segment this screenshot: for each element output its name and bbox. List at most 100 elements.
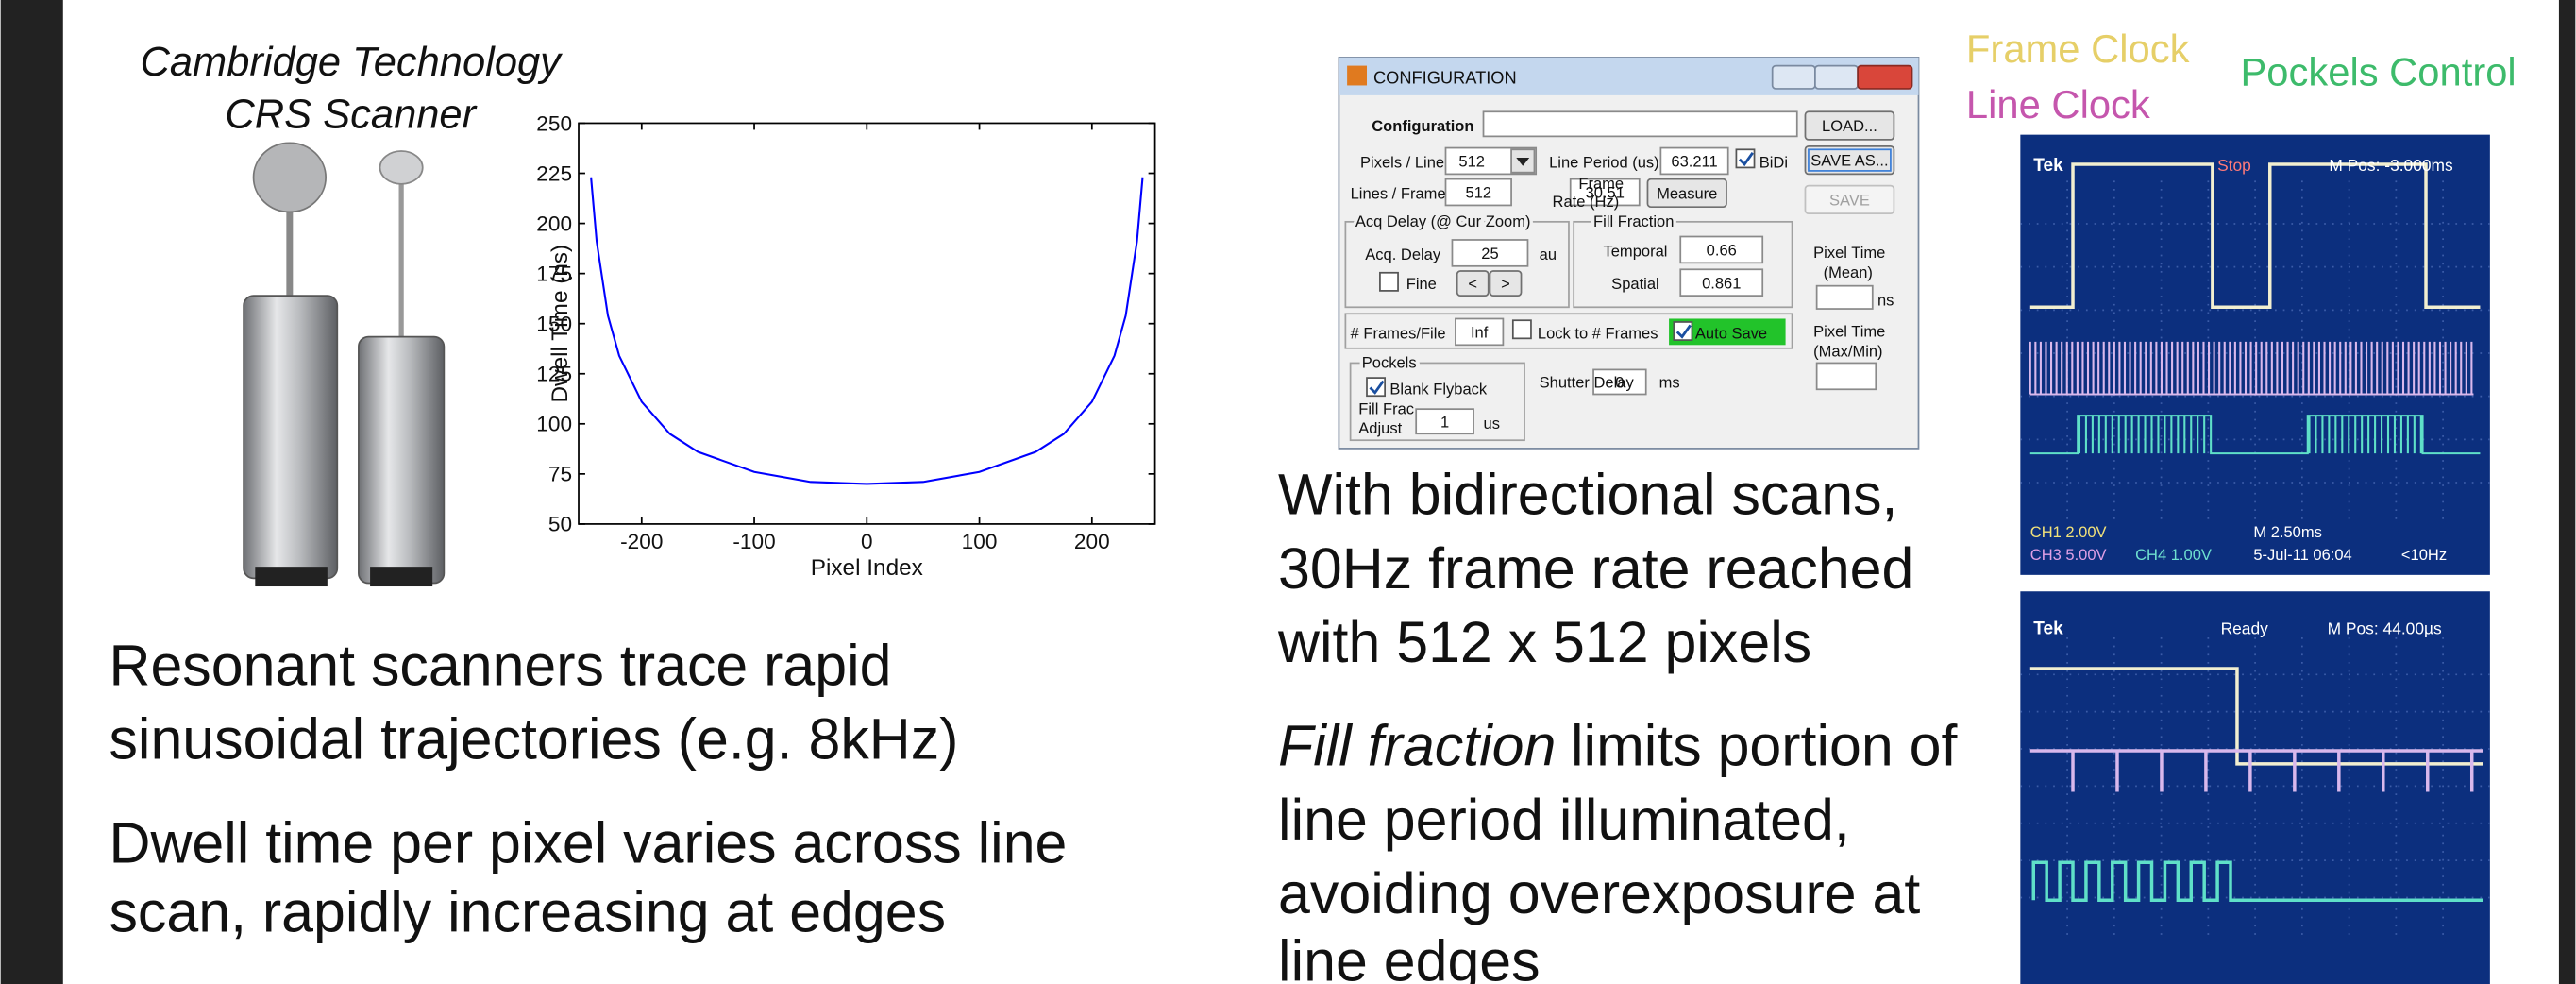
- checkbox[interactable]: [1366, 377, 1387, 398]
- scope-text: Stop: [2217, 156, 2251, 175]
- scope-text: CH4 1.00V: [2135, 546, 2212, 564]
- button[interactable]: [1646, 178, 1727, 209]
- text-field[interactable]: [1659, 146, 1729, 176]
- field-value: 30.51: [1586, 184, 1625, 202]
- scanner-caption: Cambridge Technology: [140, 40, 563, 85]
- dropdown-arrow: [1516, 157, 1530, 166]
- y-axis-label: Dwell Time (ns): [547, 245, 573, 403]
- field-label: us: [1484, 415, 1500, 433]
- scope-text: CH3 5.00V: [2030, 546, 2107, 564]
- check-mark: [1369, 380, 1385, 395]
- group-box: [1573, 220, 1793, 309]
- checkbox[interactable]: [1673, 321, 1693, 341]
- y-tick-label: 175: [536, 262, 572, 285]
- button[interactable]: [1804, 144, 1895, 176]
- pockels-trace: [2029, 415, 2481, 455]
- button-label: SAVE: [1829, 191, 1870, 209]
- y-tick-label: 100: [536, 413, 572, 436]
- field-value: Inf: [1471, 323, 1489, 341]
- legend-label: Line Clock: [1966, 82, 2150, 127]
- close-button: [1857, 64, 1913, 90]
- frame-clock-trace: [2029, 667, 2483, 766]
- focus-ring: [1808, 148, 1892, 172]
- line-clock-trace: [2029, 341, 2474, 396]
- line-clock-trace: [2029, 749, 2483, 792]
- field-label: BiDi: [1759, 153, 1788, 171]
- scope-text: M Pos: 44.00µs: [2328, 619, 2442, 637]
- group-label: Acq Delay (@ Cur Zoom): [1355, 212, 1531, 230]
- field-label: Fill Frac: [1358, 399, 1414, 417]
- x-axis-label: Pixel Index: [811, 555, 923, 581]
- text-field[interactable]: [1455, 317, 1505, 347]
- scanner-mirror: [252, 142, 327, 213]
- y-tick-label: 50: [548, 513, 572, 536]
- text-field[interactable]: [1815, 284, 1874, 310]
- body-text: limits portion of: [1571, 714, 1957, 778]
- field-value: 1: [1440, 413, 1449, 431]
- field-label: ms: [1659, 374, 1680, 392]
- body-text: Fill fraction limits portion of: [1278, 714, 1957, 778]
- field-label: Pixel Time: [1813, 323, 1885, 341]
- field-label: Temporal: [1603, 242, 1667, 260]
- field-label: Lines / Frame: [1351, 184, 1446, 202]
- field-label: Configuration: [1372, 117, 1473, 135]
- scope-text: Tek: [2033, 619, 2063, 638]
- text-field[interactable]: [1815, 362, 1877, 391]
- plot-area: [578, 122, 1156, 525]
- scope-text: Ready: [2221, 619, 2269, 637]
- body-text: line edges: [1278, 929, 1541, 984]
- checkbox[interactable]: [1379, 271, 1399, 292]
- scope-text: CH1 2.00V: [2030, 523, 2107, 541]
- text-field[interactable]: [1679, 235, 1764, 264]
- body-text: With bidirectional scans,: [1278, 462, 1897, 526]
- x-tick-label: 0: [861, 530, 873, 553]
- checkbox[interactable]: [1735, 148, 1756, 169]
- window-icon: [1347, 65, 1367, 86]
- text-field[interactable]: [1569, 178, 1641, 207]
- check-mark: [1738, 151, 1754, 167]
- minimize-button: [1771, 64, 1816, 90]
- y-tick-label: 150: [536, 313, 572, 336]
- button[interactable]: [1489, 270, 1523, 297]
- scope-text: Tek: [2033, 156, 2063, 176]
- field-value: 25: [1481, 245, 1498, 263]
- text-field[interactable]: [1679, 268, 1764, 297]
- button-label: SAVE AS...: [1810, 152, 1888, 170]
- field-label: Fine: [1406, 275, 1437, 293]
- field-value: 0.66: [1707, 242, 1737, 260]
- field-label: Pixel Time: [1813, 244, 1885, 262]
- slide-border-left: [0, 0, 63, 984]
- field-label: Adjust: [1358, 419, 1402, 437]
- button-label: >: [1501, 275, 1510, 293]
- field-label: (Mean): [1824, 263, 1873, 281]
- scanner-body: [358, 335, 446, 585]
- text-field[interactable]: [1444, 178, 1512, 207]
- text-field[interactable]: [1415, 408, 1474, 435]
- body-text: sinusoidal trajectories (e.g. 8kHz): [109, 707, 958, 772]
- body-text: scan, rapidly increasing at edges: [109, 879, 946, 943]
- field-label: Blank Flyback: [1389, 380, 1488, 398]
- button-label: LOAD...: [1822, 117, 1877, 135]
- field-value: 512: [1458, 153, 1485, 171]
- frame-clock-trace: [2029, 162, 2481, 310]
- button[interactable]: [1804, 110, 1895, 141]
- window-title: CONFIGURATION: [1373, 68, 1517, 88]
- dropdown-arrow: [1510, 148, 1536, 174]
- scope-text: <10Hz: [2401, 546, 2447, 564]
- scanner-base: [370, 567, 433, 587]
- button[interactable]: [1456, 270, 1490, 297]
- group-label: Pockels: [1362, 354, 1417, 372]
- button-label: Measure: [1657, 184, 1717, 202]
- text-field[interactable]: [1592, 368, 1647, 396]
- button: [1804, 184, 1895, 215]
- body-text: line period illuminated,: [1278, 788, 1850, 852]
- body-text: avoiding overexposure at: [1278, 861, 1920, 925]
- group-label: Fill Fraction: [1593, 212, 1674, 230]
- button-label: <: [1468, 275, 1477, 293]
- text-field[interactable]: [1451, 239, 1529, 267]
- x-tick-label: 200: [1074, 530, 1110, 553]
- checkbox[interactable]: [1511, 319, 1532, 340]
- text-field[interactable]: [1482, 110, 1798, 138]
